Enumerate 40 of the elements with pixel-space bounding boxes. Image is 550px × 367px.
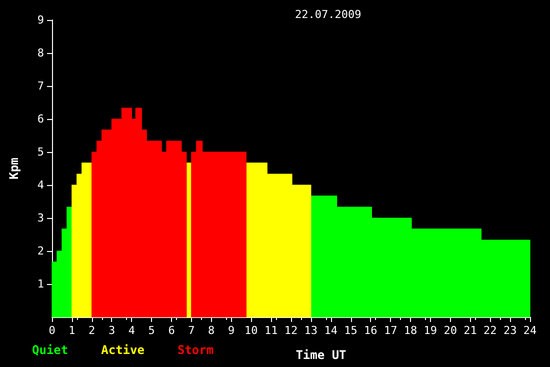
chart-title: 22.07.2009 xyxy=(295,8,362,21)
x-tick-label: 21 xyxy=(464,324,477,337)
y-axis-title: Kpm xyxy=(7,158,21,180)
y-tick-label: 7 xyxy=(37,80,44,92)
x-tick-label: 17 xyxy=(384,324,398,337)
y-tick-label: 8 xyxy=(37,46,44,60)
x-tick-label: 24 xyxy=(523,324,537,337)
x-tick-label: 3 xyxy=(108,324,116,337)
x-tick-label: 15 xyxy=(344,324,358,337)
y-tick-label: 6 xyxy=(37,112,44,126)
x-tick-label: 1 xyxy=(68,324,76,337)
x-tick-label: 16 xyxy=(364,324,378,337)
x-tick-label: 9 xyxy=(228,324,235,337)
x-tick-label: 11 xyxy=(264,324,278,337)
x-tick-label: 0 xyxy=(48,324,56,337)
x-tick-label: 8 xyxy=(208,324,215,337)
x-tick-label: 6 xyxy=(168,324,175,337)
y-tick-label: 5 xyxy=(37,146,44,158)
x-tick-label: 20 xyxy=(444,324,457,337)
text: Active xyxy=(101,343,144,357)
x-tick-label: 2 xyxy=(88,324,96,337)
x-tick-label: 12 xyxy=(284,324,298,337)
x-tick-label: 13 xyxy=(304,324,318,337)
x-tick-label: 18 xyxy=(404,324,418,337)
x-tick-label: 4 xyxy=(128,324,136,337)
y-tick-label: 3 xyxy=(37,212,44,224)
text: Quiet xyxy=(32,343,68,357)
x-tick-label: 23 xyxy=(503,324,517,337)
y-tick-label: 2 xyxy=(37,244,44,258)
y-tick-label: 9 xyxy=(37,14,44,26)
text: Storm xyxy=(177,343,214,357)
x-tick-label: 7 xyxy=(188,324,195,337)
x-tick-label: 19 xyxy=(424,324,438,337)
x-tick-label: 14 xyxy=(324,324,338,337)
x-axis-title: Time UT xyxy=(296,348,346,362)
x-tick-label: 22 xyxy=(484,324,497,337)
y-tick-label: 4 xyxy=(37,178,44,192)
x-tick-label: 10 xyxy=(244,324,258,337)
x-tick-label: 5 xyxy=(148,324,155,337)
y-tick-label: 1 xyxy=(37,278,44,290)
